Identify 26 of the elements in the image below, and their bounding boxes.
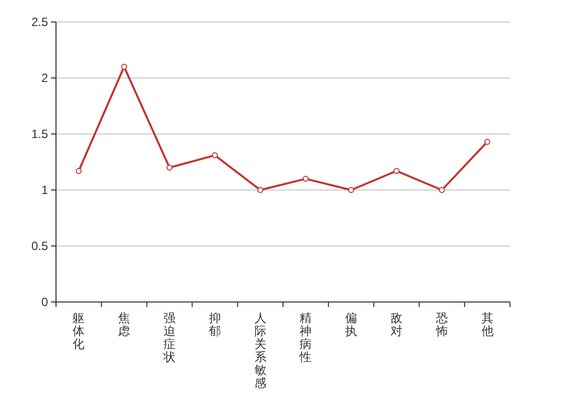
y-tick-label: 1.5 [31,127,48,141]
point [348,187,354,193]
x-tick-label: 敌对 [390,311,402,338]
point [76,168,82,174]
point [438,187,445,193]
point [166,164,172,171]
x-tick-label: 精神病性 [298,311,312,364]
x-tick-label: 偏执 [345,311,358,338]
y-tick-label: 0.5 [31,239,48,253]
x-tick-label: 焦虑 [118,311,130,338]
y-tick-label: 0 [41,295,48,309]
point [302,176,309,182]
point [121,64,128,70]
x-tick-label: 恐怖 [434,311,448,338]
y-tick-label: 1 [41,183,48,197]
point [257,187,264,193]
x-tick-label: 强迫症状 [162,311,176,364]
point [394,168,400,174]
point [212,152,218,158]
x-tick-label: 躯体化 [72,311,85,351]
x-tick-label: 其他 [481,311,494,338]
y-tick-label: 2 [41,71,48,85]
y-tick-label: 2.5 [31,15,48,29]
x-tick-label: 抑郁 [208,311,221,338]
x-tick-label: 人际关系敏感 [254,311,266,390]
point [484,138,490,145]
